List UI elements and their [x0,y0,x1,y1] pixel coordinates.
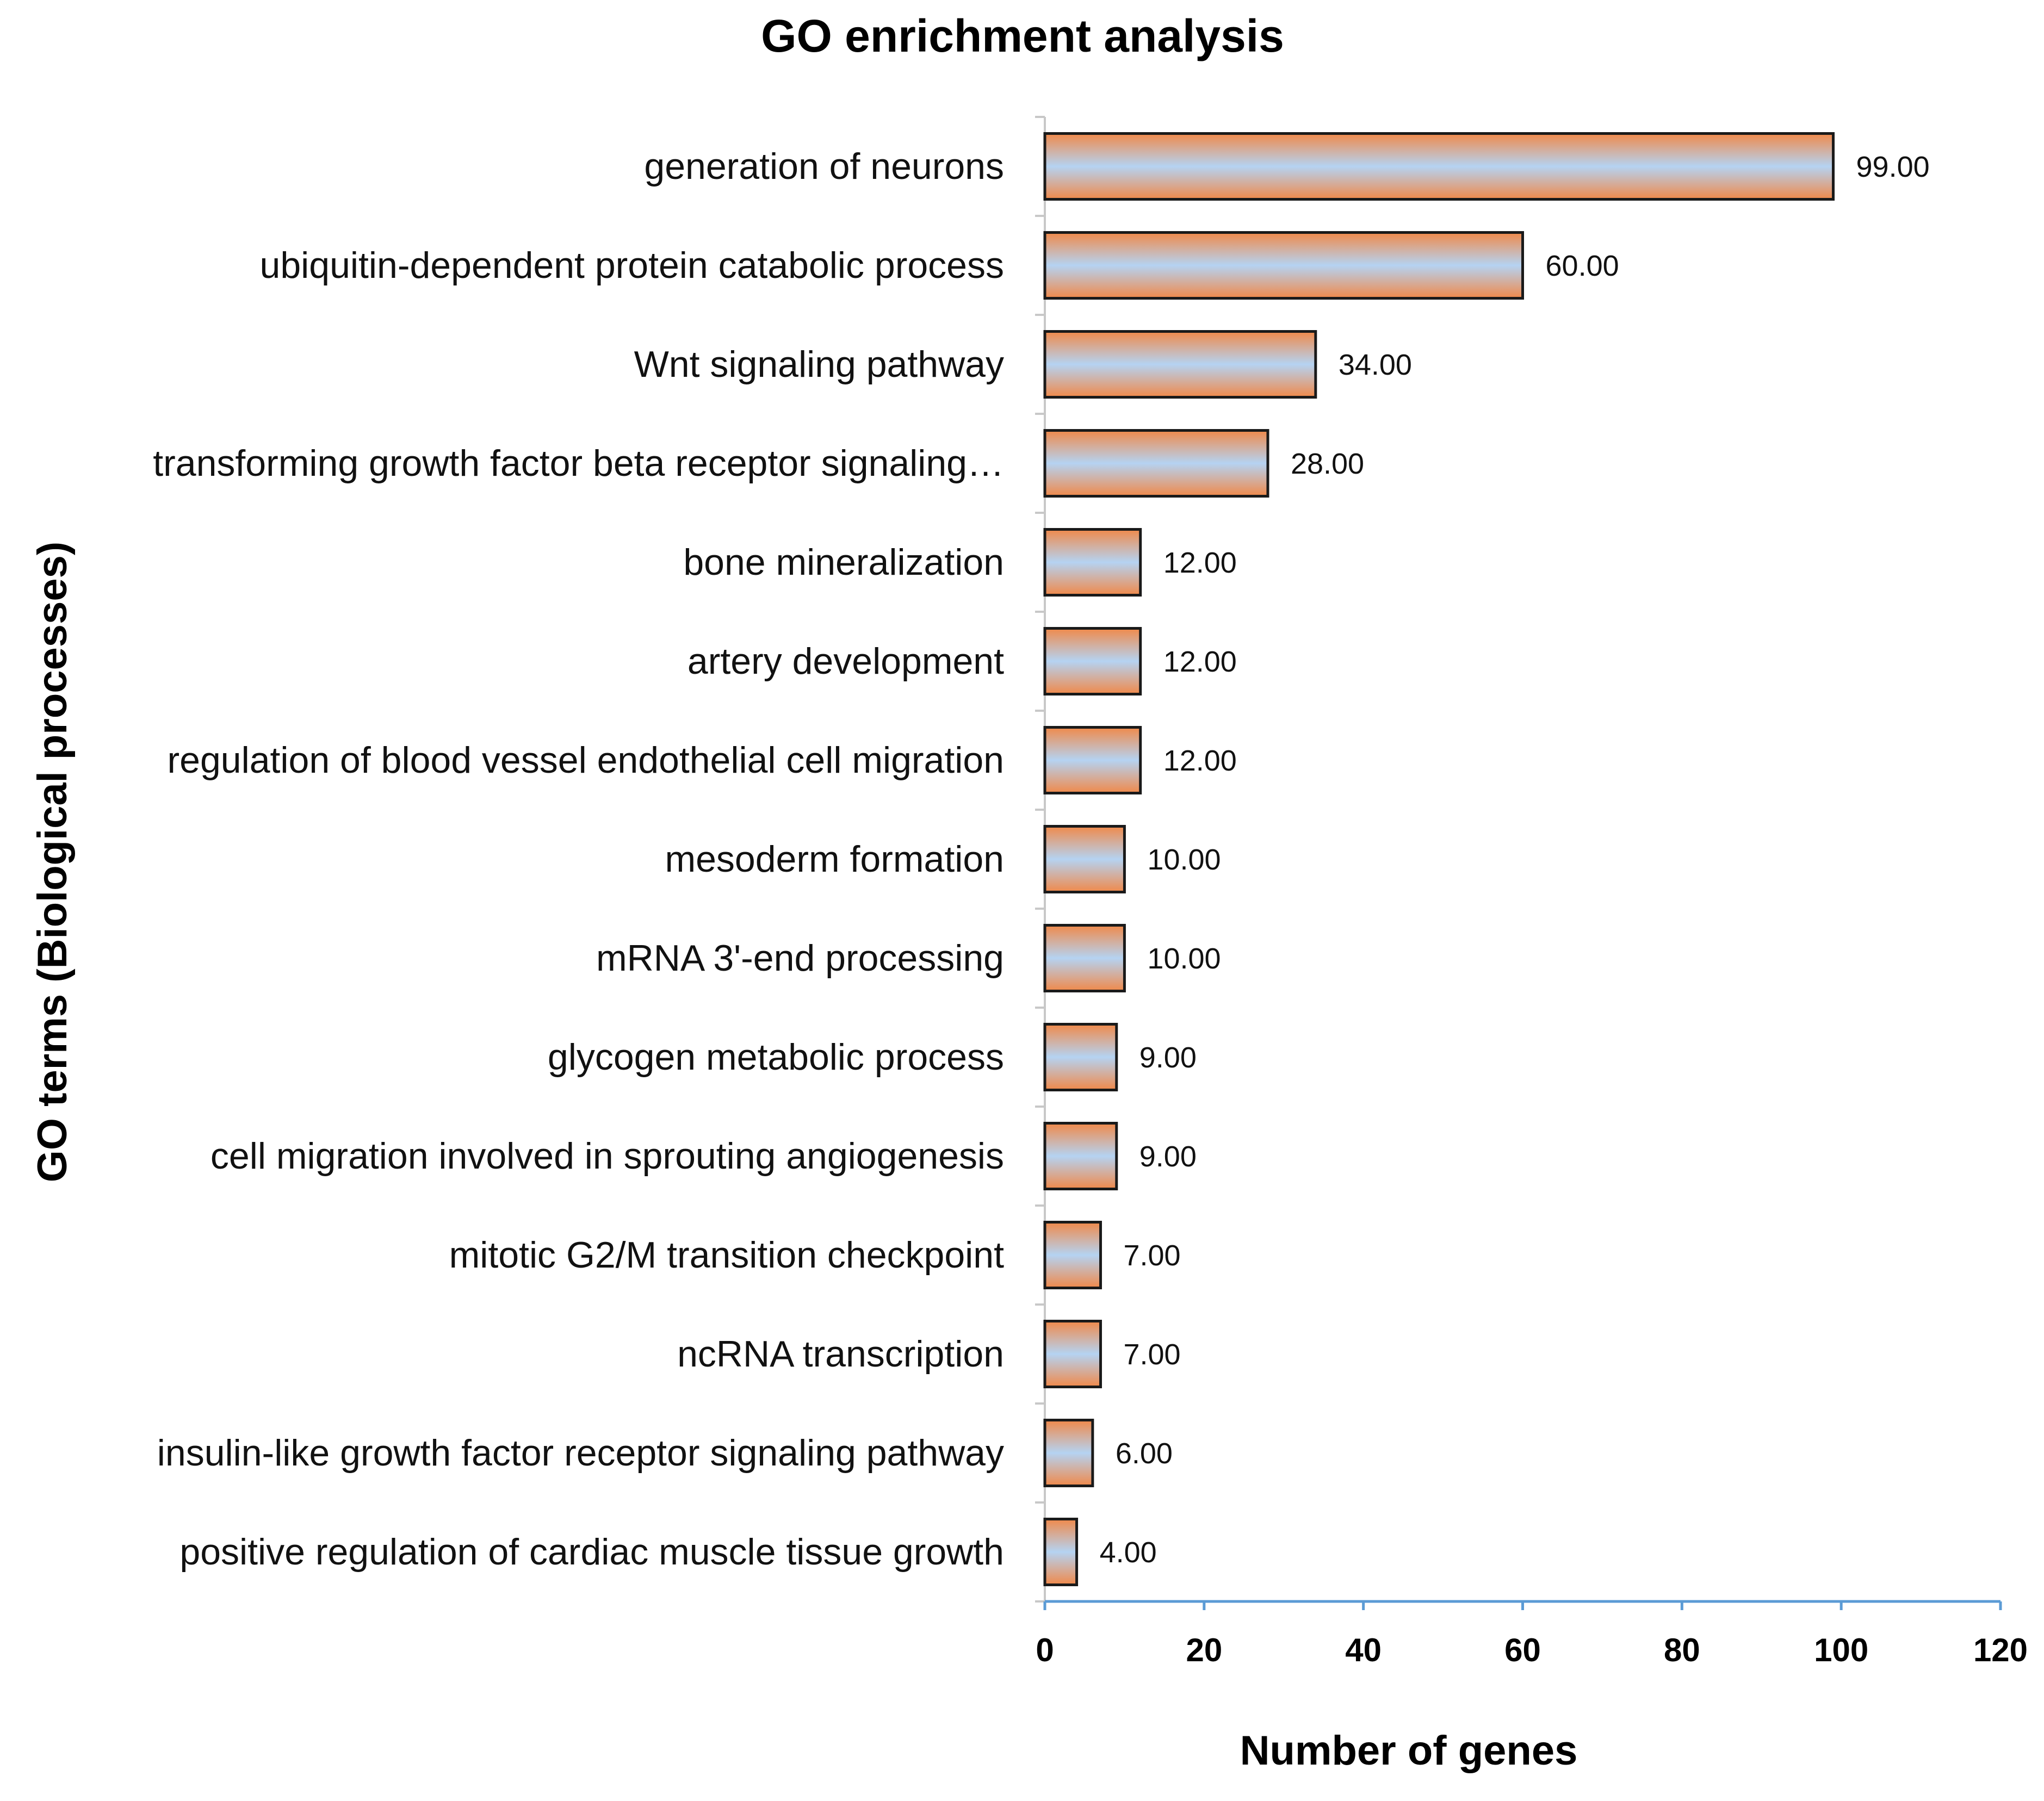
data-label: 60.00 [1546,250,1619,282]
category-label: bone mineralization [683,542,1004,583]
data-label: 12.00 [1163,645,1237,678]
data-label: 9.00 [1139,1041,1197,1074]
bar [1043,528,1142,597]
category-label: Wnt signaling pathway [634,344,1004,385]
category-label: mesoderm formation [665,839,1004,880]
bar [1043,1419,1094,1487]
x-tick-label: 60 [1504,1632,1541,1668]
bar [1043,1023,1118,1091]
data-label: 6.00 [1116,1437,1173,1470]
category-label: transforming growth factor beta receptor… [153,443,1004,484]
bar [1043,1518,1079,1586]
category-label: glycogen metabolic process [548,1036,1004,1078]
x-tick-label: 100 [1814,1632,1868,1668]
data-label: 10.00 [1147,843,1221,876]
data-label: 4.00 [1100,1536,1157,1569]
bar [1043,231,1524,300]
bar [1043,1320,1102,1388]
x-tick-label: 40 [1345,1632,1382,1668]
category-label: insulin-like growth factor receptor sign… [157,1432,1004,1474]
data-label: 28.00 [1291,448,1364,480]
category-label: ncRNA transcription [677,1333,1004,1375]
data-label: 7.00 [1123,1239,1180,1272]
chart-title: GO enrichment analysis [761,10,1284,61]
category-label: generation of neurons [644,146,1004,187]
bar [1043,429,1269,498]
x-tick-label: 80 [1664,1632,1700,1668]
category-label: artery development [687,641,1004,682]
bar [1043,1122,1118,1190]
category-label: cell migration involved in sprouting ang… [210,1135,1004,1177]
y-axis-title: GO terms (Biological processes) [29,542,76,1182]
x-tick-label: 0 [1036,1632,1054,1668]
bar [1043,132,1835,201]
category-label: regulation of blood vessel endothelial c… [168,740,1005,781]
bar [1043,726,1142,794]
x-tick-label: 120 [1973,1632,2028,1668]
bar [1043,924,1126,992]
category-label: positive regulation of cardiac muscle ti… [179,1531,1004,1573]
data-label: 34.00 [1339,349,1412,381]
x-axis-title: Number of genes [1240,1728,1578,1774]
category-label: mitotic G2/M transition checkpoint [449,1234,1005,1276]
category-label: ubiquitin-dependent protein catabolic pr… [260,245,1004,286]
bar [1043,1221,1102,1289]
data-label: 10.00 [1147,942,1221,975]
bar [1043,330,1317,399]
category-label: mRNA 3'-end processing [596,937,1004,979]
data-label: 7.00 [1123,1338,1180,1371]
bar [1043,825,1126,893]
bar [1043,627,1142,695]
data-label: 12.00 [1163,546,1237,579]
data-label: 9.00 [1139,1140,1197,1173]
x-tick-label: 20 [1186,1632,1222,1668]
data-label: 99.00 [1856,151,1930,183]
data-label: 12.00 [1163,744,1237,777]
